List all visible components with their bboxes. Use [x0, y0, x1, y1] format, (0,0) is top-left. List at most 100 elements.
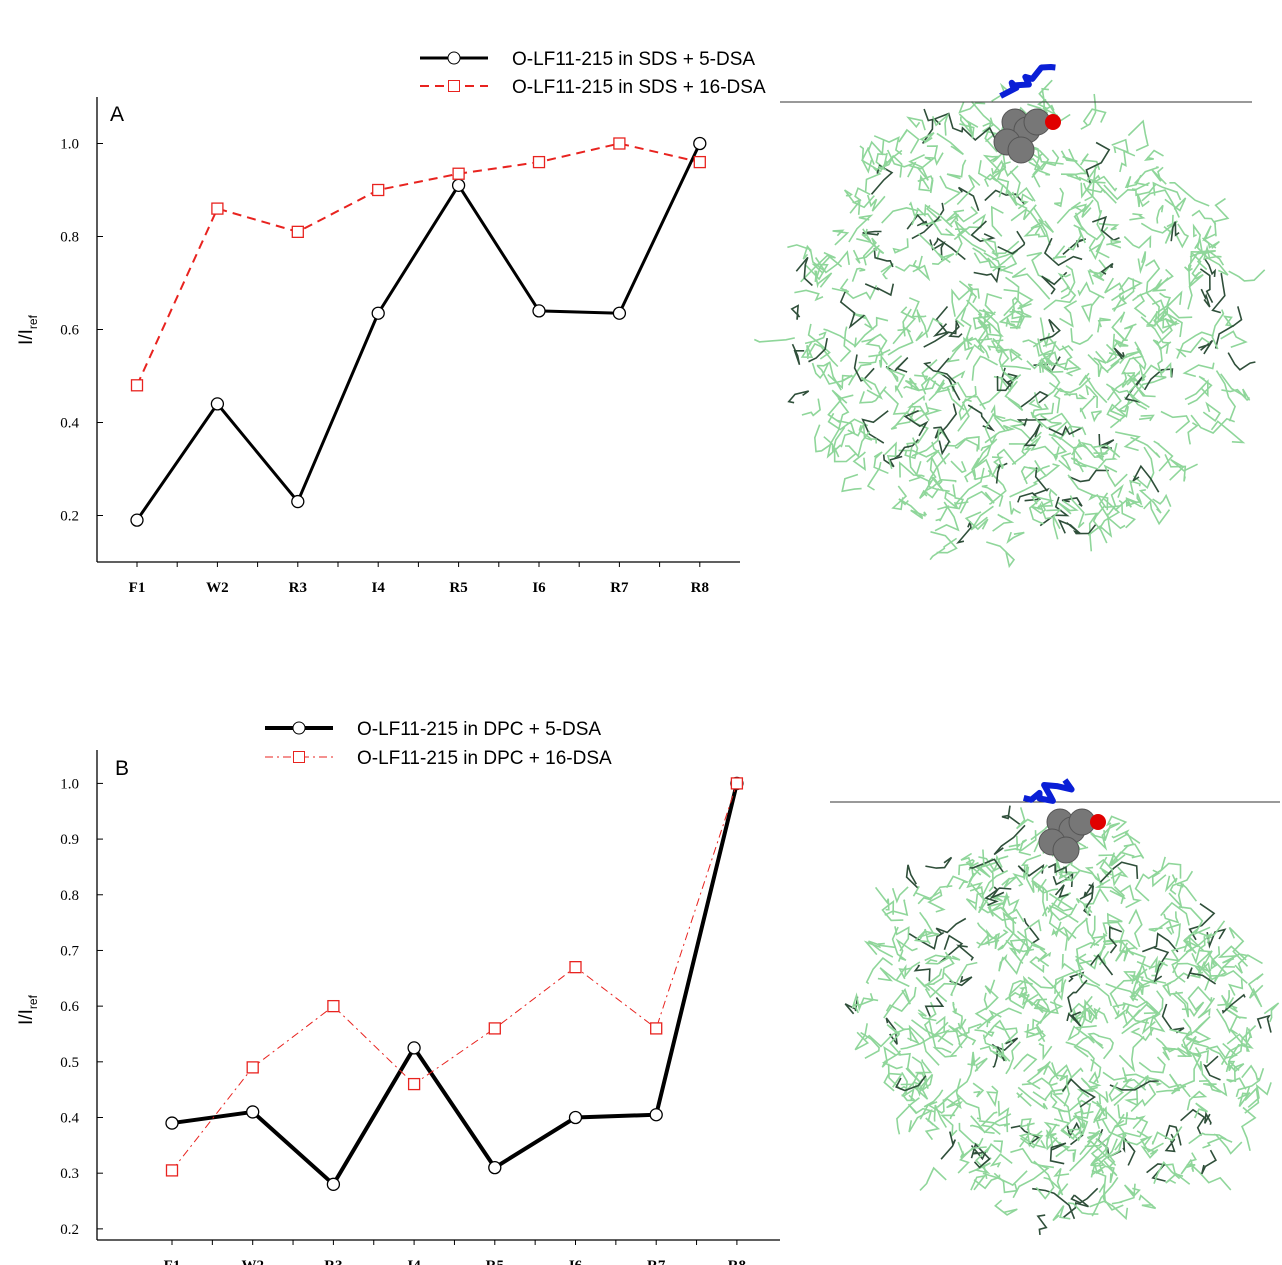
data-point	[167, 1165, 178, 1176]
lipid-chain	[985, 190, 1025, 204]
data-point	[614, 138, 625, 149]
y-tick-label: 0.6	[60, 323, 79, 339]
micelle-image	[754, 67, 1264, 566]
lipid-chain	[1124, 324, 1136, 340]
x-tick-label: R3	[324, 1258, 342, 1265]
lipid-chain	[802, 399, 820, 416]
data-point	[409, 1079, 420, 1090]
lipid-chain	[953, 1011, 963, 1029]
lipid-chain	[1089, 239, 1101, 258]
peptide-backbone	[1024, 780, 1072, 801]
lipid-chain	[988, 1086, 998, 1105]
lipid-chain	[1142, 190, 1179, 217]
lipid-chain	[1071, 496, 1085, 528]
y-axis-label-main: I/I	[16, 1009, 37, 1025]
lipid-chain	[958, 521, 971, 542]
lipid-chain	[1061, 266, 1075, 299]
data-point	[533, 305, 545, 317]
lipid-chain	[1010, 1149, 1054, 1168]
peptide-backbone	[1001, 67, 1056, 96]
lipid-chain	[1152, 167, 1166, 184]
lipid-chain	[1064, 1075, 1069, 1106]
x-tick-label: R7	[647, 1258, 666, 1265]
lipid-chain	[962, 128, 997, 142]
lipid-chain	[1040, 1043, 1052, 1058]
lipid-chain	[1132, 494, 1141, 505]
lipid-chain	[937, 133, 964, 154]
lipid-chain	[833, 230, 848, 245]
series-line	[172, 783, 737, 1184]
legend-label: O-LF11-215 in DPC + 16-DSA	[357, 748, 612, 769]
series-line	[137, 144, 700, 386]
lipid-chain	[1225, 316, 1234, 326]
panel-label: B	[115, 757, 129, 780]
lipid-chain	[1125, 1185, 1140, 1196]
lipid-chain	[855, 355, 875, 381]
lipid-chain	[1035, 460, 1059, 476]
lipid-chain	[1071, 328, 1093, 344]
data-point	[453, 168, 464, 179]
lipid-chain	[1120, 151, 1135, 172]
data-point	[247, 1106, 259, 1118]
lipid-chain	[947, 876, 968, 889]
lipid-chain	[1169, 183, 1209, 206]
lipid-chain	[1139, 416, 1153, 421]
data-point	[489, 1023, 500, 1034]
lipid-chain	[1190, 1164, 1231, 1191]
lipid-chain	[1080, 884, 1093, 899]
lipid-chain	[1188, 275, 1203, 310]
lipid-chain	[1203, 1083, 1226, 1095]
lipid-chain	[1105, 466, 1127, 486]
lipid-chain	[1264, 1003, 1278, 1022]
x-tick-label: W2	[241, 1258, 264, 1265]
x-tick-label: W2	[206, 580, 229, 596]
lipid-chain	[987, 1008, 1022, 1027]
y-axis-label-main: I/I	[16, 329, 37, 345]
lipid-chain	[897, 1098, 920, 1135]
lipid-chain	[1077, 899, 1091, 915]
data-point	[292, 226, 303, 237]
lipid-chain	[926, 998, 943, 1017]
lipid-chain	[832, 279, 849, 292]
lipid-chain	[920, 1168, 946, 1190]
lipid-chain	[987, 1141, 1003, 1153]
lipid-chain	[1169, 1019, 1191, 1035]
data-point	[453, 179, 465, 191]
lipid-chain	[1133, 466, 1159, 492]
lipid-chain	[985, 156, 999, 170]
data-point	[292, 496, 304, 508]
y-tick-label: 0.4	[60, 1111, 79, 1127]
lipid-chain	[1164, 911, 1178, 922]
x-tick-label: I4	[372, 580, 386, 596]
lipid-chain	[885, 443, 896, 469]
lipid-chain	[1092, 411, 1102, 420]
lipid-chain	[1181, 1110, 1205, 1136]
lipid-chain	[1066, 1042, 1094, 1071]
lipid-chain	[1132, 1028, 1153, 1040]
lipid-chain	[1091, 936, 1105, 948]
lipid-chain	[1107, 405, 1128, 421]
lipid-chain	[868, 195, 885, 211]
lipid-chain	[992, 207, 1004, 236]
oxygen-atom	[1090, 814, 1106, 830]
y-tick-label: 0.9	[60, 832, 79, 848]
lipid-chain	[1009, 444, 1026, 455]
lipid-chain	[941, 1132, 955, 1160]
lipid-chain	[1094, 351, 1106, 368]
lipid-chain	[862, 334, 887, 353]
legend-marker	[294, 752, 305, 763]
lipid-chain	[993, 514, 1012, 531]
y-axis-label: I/Iref	[16, 994, 40, 1025]
lipid-chain	[979, 294, 1002, 314]
lipid-chain	[907, 215, 928, 229]
data-point	[373, 185, 384, 196]
lipid-chain	[938, 358, 960, 400]
lipid-chain	[1103, 1067, 1127, 1081]
lipid-chain	[1203, 1138, 1233, 1148]
lipid-chain	[853, 269, 866, 282]
lipid-chain	[1186, 1017, 1210, 1043]
lipid-chain	[824, 427, 845, 452]
lipid-chain	[1088, 355, 1108, 377]
y-axis-label: I/Iref	[16, 314, 40, 345]
lipid-chain	[925, 857, 951, 868]
